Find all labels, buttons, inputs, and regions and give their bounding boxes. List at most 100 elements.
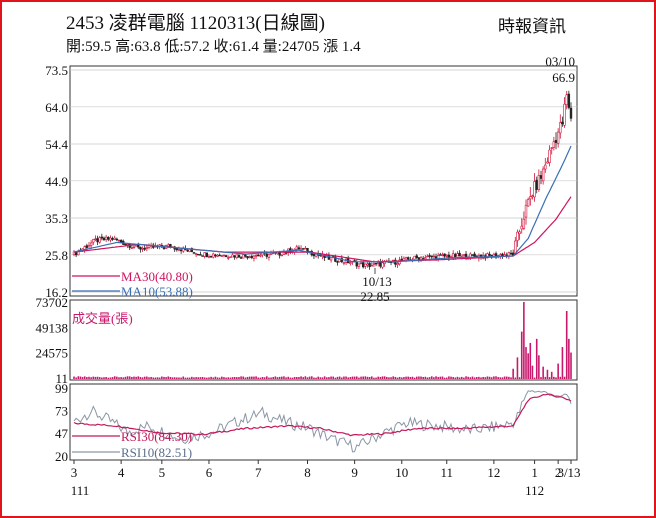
candle-body bbox=[406, 257, 410, 260]
ma10-line bbox=[73, 145, 572, 263]
candle-body bbox=[432, 255, 436, 258]
candle-body bbox=[162, 247, 166, 249]
candle-body bbox=[186, 249, 189, 252]
candle-body bbox=[430, 255, 433, 258]
candle-body bbox=[257, 254, 260, 257]
candle-body bbox=[548, 149, 551, 163]
candle-body bbox=[250, 255, 254, 258]
rsi30-legend-label: RSI30(84.30) bbox=[121, 429, 192, 444]
candle-body bbox=[218, 254, 221, 257]
candle-body bbox=[229, 256, 232, 258]
candle-body bbox=[374, 262, 378, 265]
candle-body bbox=[199, 254, 202, 256]
candle-body bbox=[565, 94, 568, 106]
candle-body bbox=[312, 253, 316, 257]
candle-body bbox=[524, 204, 528, 218]
candle-body bbox=[526, 199, 530, 207]
volume-tick-label: 49138 bbox=[36, 320, 69, 335]
candle-body bbox=[231, 254, 234, 258]
candle-body bbox=[462, 254, 466, 256]
candle-body bbox=[533, 181, 536, 198]
candle-body bbox=[252, 255, 256, 259]
candle-body bbox=[567, 93, 571, 108]
panel-border bbox=[69, 383, 578, 461]
candle-body bbox=[342, 262, 346, 264]
candle-body bbox=[355, 262, 358, 267]
y-tick-label: 64.0 bbox=[45, 100, 68, 115]
candle-body bbox=[370, 265, 373, 267]
candle-body bbox=[522, 218, 526, 229]
candle-body bbox=[443, 253, 446, 257]
candle-body bbox=[104, 236, 108, 240]
y-tick-label: 16.2 bbox=[45, 285, 68, 300]
candle-body bbox=[216, 254, 219, 257]
candle-body bbox=[381, 262, 384, 268]
candle-body bbox=[531, 195, 534, 197]
source-label: 時報資訊 bbox=[498, 17, 566, 36]
candle-body bbox=[233, 255, 236, 258]
candle-body bbox=[179, 249, 183, 252]
candle-body bbox=[113, 237, 116, 240]
x-year-label: 112 bbox=[525, 483, 544, 498]
candle-body bbox=[563, 103, 566, 126]
candle-body bbox=[537, 175, 541, 190]
candle-body bbox=[248, 256, 251, 258]
candle-body bbox=[518, 231, 521, 235]
candle-body bbox=[126, 243, 129, 246]
candle-body bbox=[201, 255, 204, 257]
y-tick-label: 25.8 bbox=[45, 248, 68, 263]
candle-body bbox=[242, 254, 245, 259]
candle-body bbox=[265, 253, 269, 257]
candle-body bbox=[552, 141, 556, 148]
candle-body bbox=[94, 238, 97, 240]
candle-body bbox=[520, 225, 523, 230]
volume-tick-label: 24575 bbox=[36, 346, 69, 361]
candle-body bbox=[259, 255, 262, 257]
candle-body bbox=[364, 263, 367, 267]
candle-body bbox=[297, 247, 301, 250]
candle-body bbox=[424, 257, 427, 260]
candle-body bbox=[396, 263, 399, 265]
candle-body bbox=[535, 179, 538, 190]
y-tick-label: 54.4 bbox=[45, 137, 68, 152]
candle-body bbox=[544, 164, 547, 170]
candle-body bbox=[441, 254, 444, 256]
candle-body bbox=[139, 246, 142, 250]
candle-body bbox=[89, 242, 93, 246]
candle-body bbox=[505, 254, 508, 256]
candle-body bbox=[269, 252, 273, 255]
rsi10-line bbox=[73, 390, 572, 453]
x-tick-label: 7 bbox=[255, 465, 262, 480]
candle-body bbox=[372, 263, 376, 265]
candle-body bbox=[267, 254, 271, 258]
candle-body bbox=[503, 254, 506, 257]
candle-body bbox=[302, 248, 305, 250]
candle-body bbox=[227, 257, 230, 259]
candle-body bbox=[327, 255, 331, 260]
candle-body bbox=[415, 255, 418, 258]
candle-body bbox=[376, 262, 380, 264]
rsi10-legend-label: RSI10(82.51) bbox=[121, 445, 192, 460]
candle-body bbox=[239, 257, 243, 259]
volume-tick-label: 11 bbox=[55, 371, 68, 386]
x-tick-label: 12 bbox=[487, 465, 500, 480]
candle-body bbox=[546, 161, 549, 164]
x-tick-label: 4 bbox=[118, 465, 125, 480]
candle-body bbox=[284, 252, 288, 254]
candle-body bbox=[102, 237, 106, 241]
candle-body bbox=[190, 248, 194, 252]
x-tick-label: 5 bbox=[159, 465, 166, 480]
candle-body bbox=[509, 252, 513, 255]
candle-body bbox=[143, 247, 146, 250]
peak-date-label: 03/10 bbox=[545, 54, 575, 69]
candle-body bbox=[559, 122, 562, 134]
rsi-tick-label: 99 bbox=[55, 381, 68, 396]
candle-body bbox=[451, 253, 455, 258]
candle-body bbox=[379, 261, 382, 267]
candle-body bbox=[194, 253, 198, 255]
candle-body bbox=[460, 254, 463, 257]
ma10-legend-label: MA10(53.88) bbox=[121, 284, 193, 299]
x-tick-label: 11 bbox=[440, 465, 453, 480]
candle-body bbox=[246, 256, 249, 259]
